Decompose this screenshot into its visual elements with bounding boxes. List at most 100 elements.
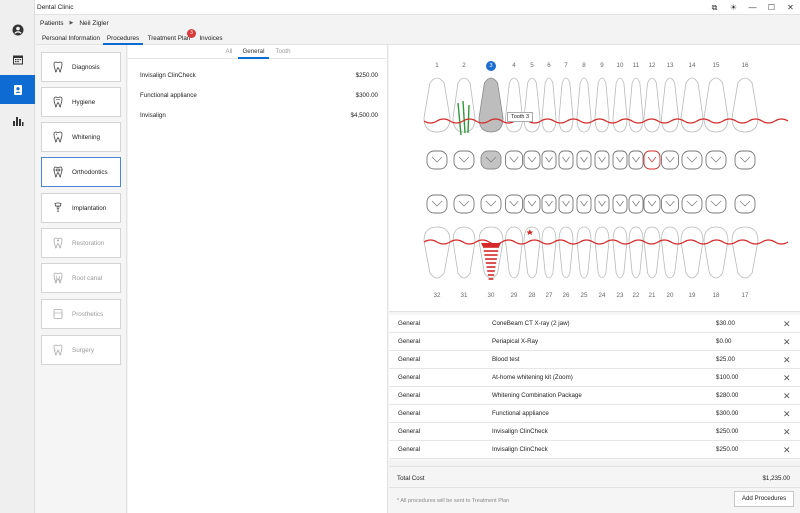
procedure-price: $4,500.00 (350, 112, 378, 119)
category-hygiene[interactable]: Hygiene (41, 87, 121, 117)
tooth-number-32[interactable]: 32 (433, 292, 441, 299)
table-row[interactable]: General At-home whitening kit (Zoom) $10… (389, 369, 800, 387)
tooth-number-15[interactable]: 15 (712, 62, 720, 69)
tooth-number-12[interactable]: 12 (648, 62, 656, 69)
category-label: Diagnosis (72, 63, 100, 71)
tooth-occlusal-2 (453, 150, 475, 170)
tooth-5 (523, 77, 541, 133)
tooth-number-6[interactable]: 6 (547, 62, 551, 69)
filter-tooth[interactable]: Tooth (275, 48, 291, 55)
maximize-icon[interactable]: ☐ (767, 3, 776, 12)
procedure-item[interactable]: Invisalign ClinCheck $250.00 (140, 72, 378, 82)
tooth-17 (731, 226, 759, 279)
tooth-occlusal-18 (705, 194, 727, 214)
remove-icon[interactable]: ✕ (783, 373, 791, 383)
tooth-number-10[interactable]: 10 (616, 62, 624, 69)
remove-icon[interactable]: ✕ (783, 427, 791, 437)
tooth-number-25[interactable]: 25 (580, 292, 588, 299)
tooth-number-1[interactable]: 1 (435, 62, 439, 69)
tooth-surgery-icon (52, 344, 64, 356)
tooth-number-30[interactable]: 30 (487, 292, 495, 299)
remove-icon[interactable]: ✕ (783, 355, 791, 365)
tooth-number-3[interactable]: 3 (486, 61, 496, 71)
row-price: $250.00 (716, 446, 739, 453)
tooth-occlusal-24 (594, 194, 610, 214)
close-icon[interactable]: ✕ (787, 3, 794, 12)
tooth-occlusal-10 (612, 150, 628, 170)
tooth-occlusal-5 (523, 150, 541, 170)
category-prosthetics[interactable]: Prosthetics (41, 299, 121, 329)
tooth-number-28[interactable]: 28 (528, 292, 536, 299)
table-row[interactable]: General Periapical X-Ray $0.00 ✕ (389, 333, 800, 351)
lower-occlusal-line (423, 239, 789, 245)
category-whitening[interactable]: Whitening (41, 122, 121, 152)
table-row[interactable]: General Functional appliance $300.00 ✕ (389, 405, 800, 423)
tooth-number-22[interactable]: 22 (632, 292, 640, 299)
tooth-number-19[interactable]: 19 (688, 292, 696, 299)
tooth-15 (703, 77, 729, 133)
tab-personal-information[interactable]: Personal Information (41, 35, 101, 42)
tooth-number-5[interactable]: 5 (530, 62, 534, 69)
tooth-number-27[interactable]: 27 (545, 292, 553, 299)
tooth-number-11[interactable]: 11 (632, 62, 640, 69)
category-orthodontics[interactable]: Orthodontics (41, 157, 121, 187)
category-restoration[interactable]: Restoration (41, 228, 121, 258)
tooth-occlusal-groove (739, 156, 751, 163)
table-row[interactable]: General Invisalign ClinCheck $250.00 ✕ (389, 441, 800, 459)
tooth-number-24[interactable]: 24 (598, 292, 606, 299)
tooth-number-26[interactable]: 26 (562, 292, 570, 299)
tooth-number-8[interactable]: 8 (582, 62, 586, 69)
procedure-item[interactable]: Invisalign $4,500.00 (140, 112, 378, 122)
remove-icon[interactable]: ✕ (783, 409, 791, 419)
category-surgery[interactable]: Surgery (41, 335, 121, 365)
category-implantation[interactable]: Implantation (41, 193, 121, 223)
table-row[interactable]: General Invisalign ClinCheck $250.00 ✕ (389, 423, 800, 441)
tooth-number-21[interactable]: 21 (648, 292, 656, 299)
tooth-28 (523, 226, 541, 279)
table-row[interactable]: General Whitening Combination Package $2… (389, 387, 800, 405)
nav-patients[interactable] (0, 75, 35, 104)
nav-profile[interactable] (0, 15, 35, 44)
tooth-occlusal-19 (681, 194, 703, 214)
tooth-number-17[interactable]: 17 (741, 292, 749, 299)
tooth-number-13[interactable]: 13 (666, 62, 674, 69)
tab-treatment-plan[interactable]: Treatment Plan (147, 35, 191, 42)
window-controls: ⧉ ☀ — ☐ ✕ (705, 0, 800, 15)
tab-procedures[interactable]: Procedures (103, 33, 143, 45)
filter-general[interactable]: General (238, 48, 269, 59)
filter-all[interactable]: All (225, 48, 233, 55)
nav-calendar[interactable] (0, 45, 35, 74)
tooth-number-31[interactable]: 31 (460, 292, 468, 299)
tab-invoices[interactable]: Invoices (199, 35, 223, 42)
table-row[interactable]: General Blood test $25.00 ✕ (389, 351, 800, 369)
tooth-number-4[interactable]: 4 (512, 62, 516, 69)
remove-icon[interactable]: ✕ (783, 445, 791, 455)
procedure-item[interactable]: Functional appliance $300.00 (140, 92, 378, 102)
marking-star (526, 229, 534, 236)
tooth-number-29[interactable]: 29 (510, 292, 518, 299)
category-diagnosis[interactable]: Diagnosis (41, 52, 121, 82)
tooth-number-7[interactable]: 7 (564, 62, 568, 69)
divider (389, 487, 800, 488)
restore-icon[interactable]: ⧉ (711, 2, 718, 12)
nav-reports[interactable] (0, 106, 35, 135)
tooth-number-20[interactable]: 20 (666, 292, 674, 299)
tooth-number-18[interactable]: 18 (712, 292, 720, 299)
remove-icon[interactable]: ✕ (783, 319, 791, 329)
category-root-canal[interactable]: Root canal (41, 263, 121, 293)
table-row[interactable]: General ConeBeam CT X-ray (2 jaw) $30.00… (389, 315, 800, 333)
tooth-number-2[interactable]: 2 (462, 62, 466, 69)
tooth-number-23[interactable]: 23 (616, 292, 624, 299)
minimize-icon[interactable]: — (748, 3, 757, 12)
remove-icon[interactable]: ✕ (783, 391, 791, 401)
tooth-number-14[interactable]: 14 (688, 62, 696, 69)
footer-note: * All procedures will be sent to Treatme… (397, 498, 510, 504)
sun-icon[interactable]: ☀ (729, 3, 738, 12)
remove-icon[interactable]: ✕ (783, 337, 791, 347)
add-procedures-button[interactable]: Add Procedures (734, 491, 794, 507)
tooth-number-16[interactable]: 16 (741, 62, 749, 69)
tooth-number-9[interactable]: 9 (600, 62, 604, 69)
row-category: General (398, 410, 421, 417)
tooth-occlusal-groove (598, 200, 606, 207)
breadcrumb-patients[interactable]: Patients (40, 19, 64, 27)
